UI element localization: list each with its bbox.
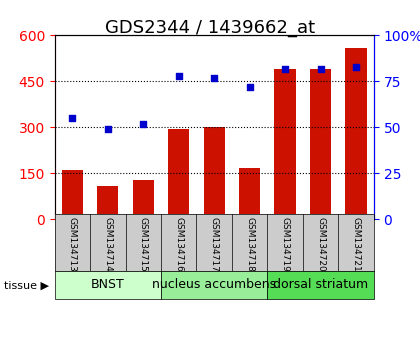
Bar xyxy=(204,127,225,219)
Text: dorsal striatum: dorsal striatum xyxy=(273,279,368,291)
Bar xyxy=(133,179,154,219)
Point xyxy=(176,73,182,79)
Text: GSM134718: GSM134718 xyxy=(245,217,254,272)
Text: GSM134721: GSM134721 xyxy=(352,217,360,272)
Text: tissue ▶: tissue ▶ xyxy=(4,281,49,291)
Bar xyxy=(161,271,268,299)
Text: BNST: BNST xyxy=(91,279,125,291)
Text: GSM134720: GSM134720 xyxy=(316,217,325,272)
Bar xyxy=(168,129,189,219)
Text: GSM134716: GSM134716 xyxy=(174,217,183,272)
Bar xyxy=(275,69,296,219)
Point xyxy=(282,66,289,72)
Text: GSM134715: GSM134715 xyxy=(139,217,148,272)
Point xyxy=(246,84,253,90)
Text: GDS2344 / 1439662_at: GDS2344 / 1439662_at xyxy=(105,19,315,38)
Bar xyxy=(62,170,83,219)
Point xyxy=(353,64,360,69)
Bar xyxy=(268,271,374,299)
Bar xyxy=(310,69,331,219)
Point xyxy=(69,115,76,121)
Bar xyxy=(345,48,367,219)
Text: nucleus accumbens: nucleus accumbens xyxy=(152,279,276,291)
Text: GSM134719: GSM134719 xyxy=(281,217,290,272)
Bar xyxy=(239,168,260,219)
Bar xyxy=(55,271,161,299)
Text: GSM134714: GSM134714 xyxy=(103,217,112,272)
Point xyxy=(317,66,324,72)
Point xyxy=(140,121,147,127)
Text: GSM134713: GSM134713 xyxy=(68,217,77,272)
Bar xyxy=(97,186,118,219)
Point xyxy=(105,126,111,132)
Text: GSM134717: GSM134717 xyxy=(210,217,219,272)
Point xyxy=(211,75,218,81)
